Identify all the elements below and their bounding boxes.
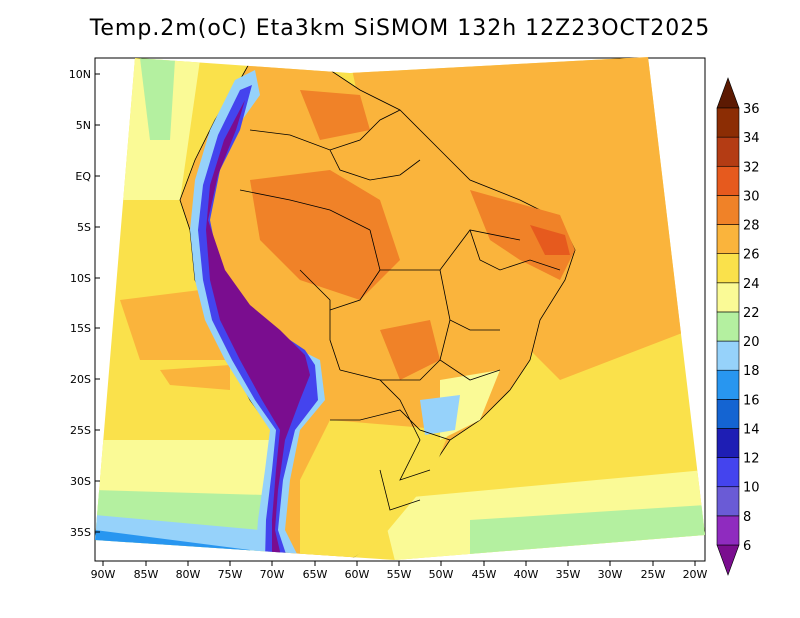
colorbar-segment — [716, 107, 740, 138]
colorbar-label: 16 — [743, 393, 760, 408]
pacific-warm-patch-2 — [160, 365, 230, 390]
lat-label: 25S — [70, 424, 91, 437]
colorbar-segment — [716, 399, 740, 429]
ne-brazil-hot — [470, 190, 575, 280]
latitude-axis: 10N 5N EQ 5S 10S 15S 20S 25S 30S 35S — [69, 68, 100, 539]
colorbar-label: 22 — [743, 306, 760, 321]
amazon-hot-zone — [250, 170, 400, 300]
colorbar-label: 12 — [743, 452, 760, 467]
colorbar-label: 10 — [743, 481, 760, 496]
colorbar-segment — [716, 340, 740, 371]
colorbar-segment — [716, 165, 740, 196]
colorbar-label: 20 — [743, 335, 760, 350]
lon-label: 55W — [387, 568, 412, 581]
lat-label: 30S — [70, 475, 91, 488]
colorbar-label: 6 — [743, 539, 751, 554]
colorbar-segment — [716, 282, 740, 313]
colorbar-label: 28 — [743, 219, 760, 234]
colorbar-label: 18 — [743, 364, 760, 379]
colorbar-label: 24 — [743, 277, 760, 292]
colorbar-segment — [716, 253, 740, 284]
lon-label: 40W — [514, 568, 539, 581]
colorbar-segment — [716, 428, 740, 458]
lat-label: 20S — [70, 373, 91, 386]
colorbar-label: 30 — [743, 189, 760, 204]
colorbar-label: 8 — [743, 510, 751, 525]
colorbar-segment — [716, 195, 740, 225]
lon-label: 85W — [134, 568, 159, 581]
colorbar-segment — [716, 486, 740, 517]
colorbar-segment — [716, 457, 740, 488]
lat-label: EQ — [75, 170, 91, 183]
andes-high — [206, 100, 310, 560]
colorbar-label: 26 — [743, 248, 760, 263]
lon-label: 25W — [641, 568, 666, 581]
colorbar-segment — [716, 515, 740, 546]
lon-label: 90W — [91, 568, 116, 581]
lon-label: 30W — [598, 568, 623, 581]
colorbar-segment — [716, 369, 740, 400]
colorbar-label: 32 — [743, 160, 760, 175]
lat-label: 15S — [70, 322, 91, 335]
lat-label: 35S — [70, 526, 91, 539]
colorbar-top-arrow — [716, 77, 740, 109]
lat-label: 10S — [70, 272, 91, 285]
temperature-field — [95, 57, 705, 560]
lon-label: 75W — [218, 568, 243, 581]
lon-label: 60W — [345, 568, 370, 581]
lat-label: 10N — [69, 68, 91, 81]
colorbar: 6 8 10 12 14 16 18 20 22 24 26 28 30 32 34 36 — [716, 77, 760, 576]
colorbar-label: 36 — [743, 102, 760, 117]
lon-label: 70W — [260, 568, 285, 581]
lat-label: 5N — [76, 119, 91, 132]
longitude-axis: 90W 85W 80W 75W 70W 65W 60W 55W 50W 45W … — [91, 561, 708, 581]
colorbar-segment — [716, 311, 740, 342]
colorbar-segment — [716, 136, 740, 167]
lon-label: 50W — [429, 568, 454, 581]
north-hot-zone — [300, 90, 370, 140]
lon-label: 45W — [472, 568, 497, 581]
ne-brazil-hottest — [530, 225, 570, 255]
lon-label: 20W — [683, 568, 708, 581]
colorbar-bottom-arrow — [716, 544, 740, 576]
pacific-cooler-strip — [140, 58, 175, 140]
map-title: Temp.2m(oC) Eta3km SiSMOM 132h 12Z23OCT2… — [89, 16, 711, 41]
lon-label: 35W — [556, 568, 581, 581]
lon-label: 80W — [176, 568, 201, 581]
central-hot-zone — [380, 320, 440, 380]
lon-label: 65W — [303, 568, 328, 581]
colorbar-segment — [716, 224, 740, 254]
southeast-cold-patch — [420, 395, 460, 435]
lat-label: 5S — [77, 221, 91, 234]
country-borders — [239, 109, 561, 511]
colorbar-label: 14 — [743, 422, 760, 437]
colorbar-label: 34 — [743, 131, 760, 146]
